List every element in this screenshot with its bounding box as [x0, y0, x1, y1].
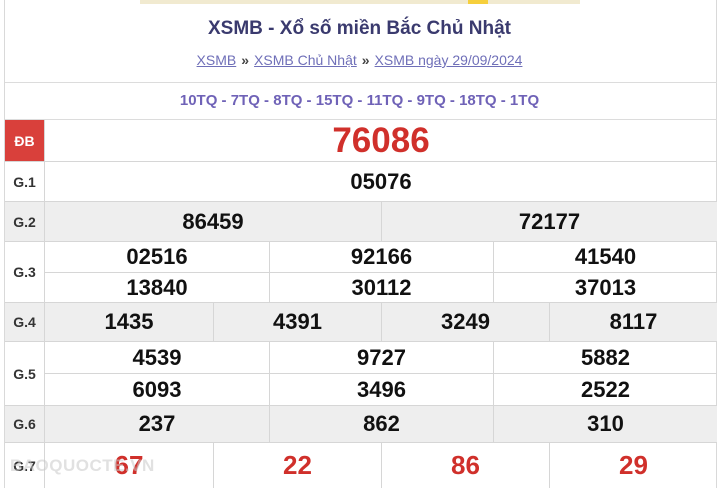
prize-number: 41540	[493, 242, 717, 272]
prize-number: 37013	[493, 273, 717, 302]
breadcrumb-xsmb-date[interactable]: XSMB ngày 29/09/2024	[374, 52, 523, 68]
breadcrumb-xsmb[interactable]: XSMB	[196, 52, 237, 68]
top-strip-accent	[468, 0, 488, 4]
prize-number: 237	[138, 411, 176, 436]
prize-number: 8117	[549, 303, 717, 341]
prize-label-special: ĐB	[5, 120, 45, 161]
prize-number: 13840	[126, 274, 188, 300]
divider	[5, 82, 717, 83]
prize-number: 86459	[182, 208, 244, 234]
prize-number: 6093	[132, 376, 182, 402]
breadcrumb-separator: »	[241, 52, 250, 68]
prize-number: 02516	[126, 244, 188, 269]
prize-number: 05076	[350, 168, 412, 194]
prize-row-g3: G.3 02516 92166 41540 13840 30112 37013	[5, 242, 717, 303]
breadcrumb-separator: »	[361, 52, 370, 68]
prize-row-g1: G.1 05076	[5, 162, 717, 202]
breadcrumb: XSMB» XSMB Chủ Nhật» XSMB ngày 29/09/2024	[0, 52, 719, 68]
prize-row-g2: G.2 86459 72177	[5, 202, 717, 242]
prize-number: 4391	[213, 303, 381, 341]
prize-number: 67	[114, 450, 144, 480]
prize-label-g4: G.4	[5, 303, 45, 341]
prize-label-g3: G.3	[5, 242, 45, 302]
prize-number: 2522	[493, 374, 717, 405]
prize-number: 9727	[269, 342, 493, 373]
top-strip	[140, 0, 580, 4]
prize-number: 310	[493, 406, 717, 442]
results-frame	[4, 0, 717, 488]
prize-number: 3496	[269, 374, 493, 405]
prize-label-g7: G.7	[5, 443, 45, 488]
page-title: XSMB - Xổ số miền Bắc Chủ Nhật	[208, 18, 511, 39]
prize-number: 30112	[269, 273, 493, 302]
breadcrumb-xsmb-sunday[interactable]: XSMB Chủ Nhật	[254, 52, 357, 68]
prize-number: 4539	[132, 344, 182, 370]
prize-number: 29	[549, 443, 717, 488]
watermark: BAOQUOCTE.VN	[10, 456, 155, 475]
prize-label-g1: G.1	[5, 162, 45, 201]
prize-number: 92166	[269, 242, 493, 272]
prize-label-g5: G.5	[5, 342, 45, 405]
prize-row-g5: G.5 4539 9727 5882 6093 3496 2522	[5, 342, 717, 406]
prize-number: 22	[213, 443, 381, 488]
prize-row-special: ĐB 76086	[5, 120, 717, 162]
prize-number: 862	[269, 406, 493, 442]
prize-row-g4: G.4 1435 4391 3249 8117	[5, 303, 717, 342]
prize-number: 5882	[493, 342, 717, 373]
prize-number: 86	[381, 443, 549, 488]
prize-label-g6: G.6	[5, 406, 45, 442]
row-divider	[45, 272, 717, 273]
prize-row-g6: G.6 237 862 310	[5, 406, 717, 443]
row-divider	[45, 373, 717, 374]
prize-number: 3249	[381, 303, 549, 341]
prize-number: 72177	[381, 202, 717, 241]
prize-row-g7: G.7 67 22 86 29	[5, 443, 717, 488]
special-prize-number: 76086	[332, 120, 430, 160]
prize-label-g2: G.2	[5, 202, 45, 241]
divider	[5, 119, 717, 120]
prize-number: 1435	[104, 309, 154, 334]
ticket-codes: 10TQ - 7TQ - 8TQ - 15TQ - 11TQ - 9TQ - 1…	[179, 92, 540, 109]
